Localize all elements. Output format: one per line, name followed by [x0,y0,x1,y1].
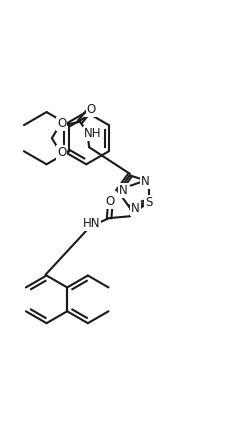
Text: N: N [119,184,128,197]
Text: O: O [57,146,67,159]
Text: N: N [141,174,150,187]
Text: N: N [131,202,140,215]
Text: NH: NH [84,126,101,139]
Text: O: O [87,103,96,116]
Text: HN: HN [83,216,100,229]
Text: O: O [57,117,67,130]
Text: S: S [145,197,153,210]
Text: O: O [106,195,115,208]
